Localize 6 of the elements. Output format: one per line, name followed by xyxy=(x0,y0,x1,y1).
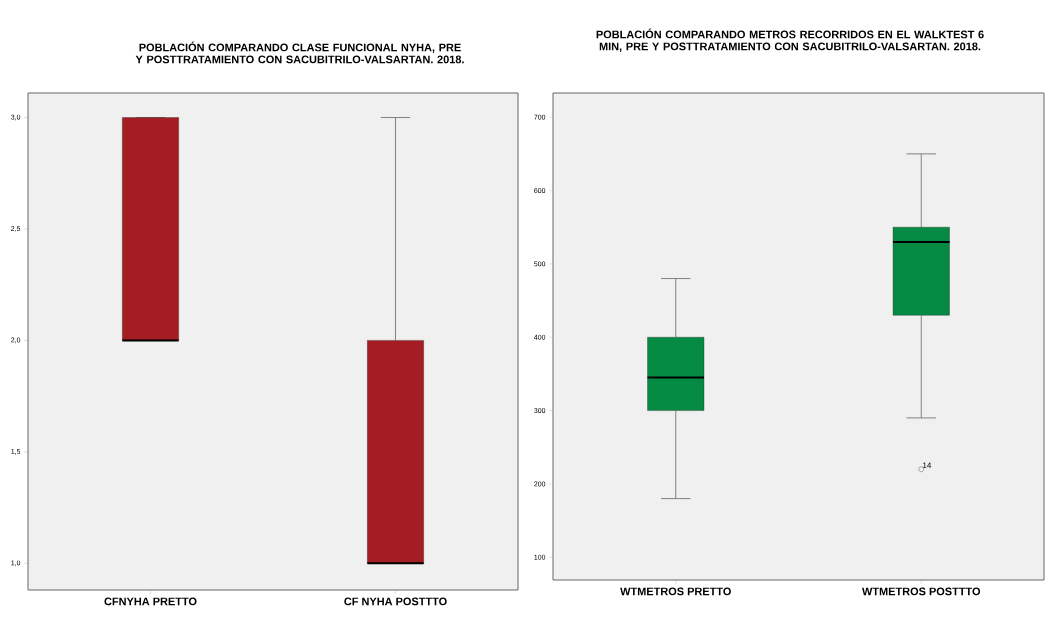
chart-title: POBLACIÓN COMPARANDO CLASE FUNCIONAL NYHA, PRE Y POSTTRATAMIENTO CON SACUBITRILO-VALSARTAN. 2018. xyxy=(135,41,464,64)
x-tick-label: WTMETROS PRETTO xyxy=(620,587,731,596)
x-tick-label: CFNYHA PRETTO xyxy=(104,597,197,606)
x-tick-label: CF NYHA POSTTTO xyxy=(344,597,447,606)
x-tick-label: WTMETROS POSTTTO xyxy=(862,587,981,596)
chart-title: POBLACIÓN COMPARANDO METROS RECORRIDOS EN EL WALKTEST 6 MIN, PRE Y POSTTRATAMIENTO CON SACUBITRILO-VALSARTAN. 2018. xyxy=(596,28,984,52)
